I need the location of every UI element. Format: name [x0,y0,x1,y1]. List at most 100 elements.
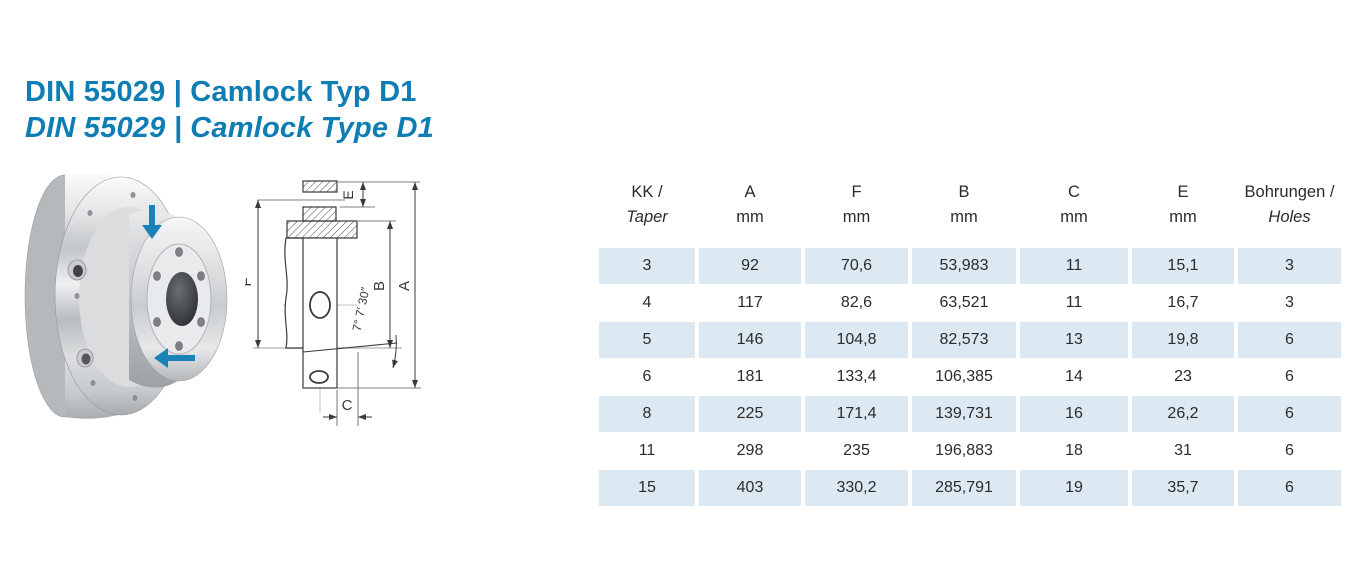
page-title-english: DIN 55029 | Camlock Type D1 [25,112,434,144]
table-cell: 70,6 [805,248,908,284]
extension-lines [336,181,421,426]
table-cell: 11 [1020,248,1128,284]
table-row: 8 225 171,4 139,731 16 26,2 6 [599,396,1341,432]
column-header-e: E mm [1132,180,1234,248]
table-cell: 15 [599,470,695,506]
dim-label-f: F [245,277,255,286]
table-row: 3 92 70,6 53,983 11 15,1 3 [599,248,1341,284]
table-cell: 235 [843,442,870,459]
cam-holes [153,247,205,351]
table-cell: 5 [599,322,695,358]
technical-drawing: E F B A C 7° 7′ 30″ [245,180,421,426]
table-cell: 6 [1238,322,1341,358]
dim-label-a: A [396,281,413,291]
table-cell: 16,7 [1167,294,1199,311]
table-cell: 106,385 [935,368,993,385]
section-outline [284,180,398,389]
table-cell: 23 [1174,368,1192,385]
dimensions-table: KK / Taper A mm F mm B mm C mm E mm [599,172,1341,507]
page-title-german: DIN 55029 | Camlock Typ D1 [25,76,417,108]
table-cell: 8 [599,396,695,432]
column-header-line1: A [744,183,756,201]
dim-label-angle: 7° 7′ 30″ [350,285,373,332]
table-cell: 298 [736,442,764,459]
dim-label-c: C [342,397,353,414]
table-cell: 18 [1065,442,1083,459]
table-cell: 11 [1065,294,1083,311]
table-cell: 6 [1238,470,1341,506]
column-header-a: A mm [699,180,801,248]
column-header-line2: mm [842,208,871,226]
dim-label-e: E [340,190,356,199]
table-header-row: KK / Taper A mm F mm B mm C mm E mm [599,172,1341,248]
table-cell: 11 [638,442,656,459]
table-cell: 6 [1238,396,1341,432]
table-cell: 13 [1020,322,1128,358]
column-header-line1: F [851,183,862,201]
flange-holes [74,192,138,401]
table-cell: 14 [1065,368,1083,385]
table-row: 15 403 330,2 285,791 19 35,7 6 [599,470,1341,506]
table-row: 11 298 235 196,883 18 31 6 [599,433,1341,469]
table-cell: 3 [599,248,695,284]
arrow-down-icon [142,205,162,239]
table-cell: 330,2 [805,470,908,506]
table-cell: 3 [1238,248,1341,284]
table-cell: 171,4 [805,396,908,432]
column-header-line1: E [1177,183,1189,201]
column-header-line2: Holes [1268,208,1311,226]
table-cell: 3 [1285,294,1294,311]
table-cell: 285,791 [912,470,1016,506]
table-cell: 82,573 [912,322,1016,358]
table-row: 4 117 82,6 63,521 11 16,7 3 [599,285,1341,321]
column-header-line1: Bohrungen / [1244,183,1335,201]
table-cell: 181 [736,368,764,385]
dim-label-b: B [371,281,388,291]
arrow-left-icon [154,348,195,368]
table-cell: 117 [737,294,763,311]
column-header-line1: B [958,183,970,201]
table-cell: 16 [1020,396,1128,432]
table-cell: 133,4 [836,368,877,385]
column-header-line2: mm [950,208,978,226]
table-row: 6 181 133,4 106,385 14 23 6 [599,359,1341,395]
table-cell: 6 [1285,368,1294,385]
table-cell: 15,1 [1132,248,1234,284]
table-cell: 26,2 [1132,396,1234,432]
pointer-arrows [142,205,195,368]
column-header-b: B mm [912,180,1016,248]
page-title: DIN 55029 | Camlock Typ D1 DIN 55029 | C… [25,74,434,146]
dimension-lines [255,182,418,420]
table-cell: 104,8 [805,322,908,358]
column-header-line2: Taper [626,208,668,226]
column-header-line2: mm [1060,208,1088,226]
table-row: 5 146 104,8 82,573 13 19,8 6 [599,322,1341,358]
flange-body [24,173,228,419]
column-header-line1: C [1068,183,1080,201]
table-cell: 63,521 [939,294,989,311]
column-header-holes: Bohrungen / Holes [1238,180,1341,248]
table-cell: 403 [699,470,801,506]
table-cell: 53,983 [912,248,1016,284]
column-header-taper: KK / Taper [599,180,695,248]
column-header-line1: KK / [631,183,663,201]
table-cell: 31 [1174,442,1192,459]
table-cell: 225 [699,396,801,432]
table-cell: 4 [642,294,652,311]
table-cell: 92 [699,248,801,284]
table-cell: 6 [642,368,652,385]
table-cell: 146 [699,322,801,358]
table-cell: 139,731 [912,396,1016,432]
table-cell: 196,883 [935,442,993,459]
column-header-line2: mm [1169,208,1197,226]
column-header-line2: mm [736,208,764,226]
table-cell: 82,6 [840,294,873,311]
product-photo [24,173,228,419]
table-cell: 19,8 [1132,322,1234,358]
table-cell: 35,7 [1132,470,1234,506]
table-cell: 19 [1020,470,1128,506]
table-cell: 6 [1285,442,1294,459]
column-header-f: F mm [805,180,908,248]
column-header-c: C mm [1020,180,1128,248]
